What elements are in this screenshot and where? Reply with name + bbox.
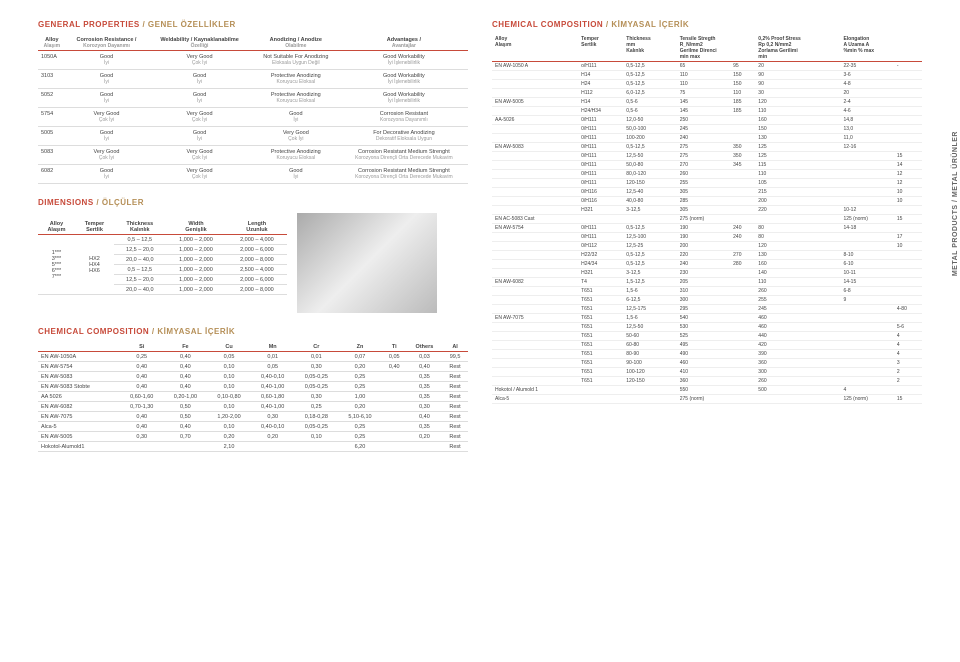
table-row: T651100-1204103002 — [492, 368, 922, 377]
col-header: AlloyAlaşım — [38, 35, 66, 51]
table-row: 0/H11212,5-2520012010 — [492, 242, 922, 251]
col-header: LengthUzunluk — [226, 219, 287, 235]
table-row: H3213-12,523014010-11 — [492, 269, 922, 278]
table-row: 5005GoodİyiGoodİyiVery GoodÇok İyiFor De… — [38, 127, 468, 146]
table-row: 0/H11612,5-4030521510 — [492, 188, 922, 197]
table-row: Alca-5275 (norm)125 (norm)15 — [492, 395, 922, 404]
table-row: Alca-50,400,400,100,40-0,100,05-0,250,25… — [38, 422, 468, 432]
col-header: AlloyAlaşım — [38, 219, 75, 235]
table-row: 0/H111100-20024013011,0 — [492, 134, 922, 143]
table-row: EN AW-5005H140,5-61451851202-4 — [492, 98, 922, 107]
table-row: EN AW-7075T6511,5-6540460 — [492, 314, 922, 323]
col-header: Fe — [164, 342, 208, 352]
col-temper: TemperSertlik — [578, 35, 623, 62]
table-row: H1126,0-12,5751103020 — [492, 89, 922, 98]
heading-dimensions: DIMENSIONS / ÖLÇÜLER — [38, 198, 468, 207]
table-row: 6082GoodİyiVery GoodÇok İyiGoodİyiCorros… — [38, 165, 468, 184]
right-column: CHEMICAL COMPOSITION / KİMYASAL İÇERİK A… — [492, 20, 922, 642]
table-row: AA-50260/H11112,0-5025016014,8 — [492, 116, 922, 125]
mechanical-properties-table: AlloyAlaşım TemperSertlik ThicknessmmKal… — [492, 35, 922, 404]
left-column: GENERAL PROPERTIES / GENEL ÖZELLİKLER Al… — [38, 20, 468, 642]
table-row: T65112,5-1752952454-80 — [492, 305, 922, 314]
table-row: T65190-1004603603 — [492, 359, 922, 368]
table-row: Hokotol / Alumold 15505004 — [492, 386, 922, 395]
product-photo — [297, 213, 437, 313]
col-header: Weldability / KaynaklanabilmeÖzelliği — [147, 35, 252, 51]
table-row: T651120-1503602602 — [492, 377, 922, 386]
col-header: ThicknessKalınlık — [114, 219, 166, 235]
table-row: AA 50260,60-1,600,20-1,000,10-0,800,60-1… — [38, 392, 468, 402]
table-row: EN AW-60820,70-1,300,500,100,40-1,000,25… — [38, 402, 468, 412]
col-header: Al — [442, 342, 468, 352]
col-header: Corrosion Resistance /Korozyon Dayanımı — [66, 35, 148, 51]
table-row: H22/320,5-12,52202701308-10 — [492, 251, 922, 260]
table-row: EN AW-50830/H1110,5-12,527535012512-16 — [492, 143, 922, 152]
table-row: EN AW-57540,400,400,100,050,300,200,400,… — [38, 362, 468, 372]
table-row: EN AW-5083 Stobte0,400,400,100,40-1,000,… — [38, 382, 468, 392]
heading-chemcomp-left: CHEMICAL COMPOSITION / KİMYASAL İÇERİK — [38, 327, 468, 336]
table-row: EN AW-1050 Ao/H1110,5-12,565952022-35- — [492, 62, 922, 71]
table-row: T65180-904903904 — [492, 350, 922, 359]
col-thickness: ThicknessmmKalınlık — [623, 35, 676, 62]
side-label: METAL PRODUCTS / METAL ÜRÜNLER — [952, 131, 959, 276]
table-row: EN AW-50830,400,400,100,40-0,100,05-0,25… — [38, 372, 468, 382]
table-row: EN AW-57540/H1110,5-12,51902408014-18 — [492, 224, 922, 233]
table-row: 0/H11112,5-5027535012515 — [492, 152, 922, 161]
table-row: EN AC-5083 Cast275 (norm)125 (norm)15 — [492, 215, 922, 224]
table-row: 1050AGoodİyiVery GoodÇok İyiNot Suitable… — [38, 51, 468, 70]
col-proof: 0,2% Proof StressRp 0,2 N/mm2Zorlama Ger… — [755, 35, 840, 62]
table-row: 0/H11150,0-8027034511514 — [492, 161, 922, 170]
table-row: 5083Very GoodÇok İyiVery GoodÇok İyiProt… — [38, 146, 468, 165]
col-alloy: AlloyAlaşım — [492, 35, 578, 62]
table-row: EN AW-70750,400,501,20-2,000,300,18-0,28… — [38, 412, 468, 422]
col-tensile: Tensile StregthR_N/mm2Gerilme Direncimin… — [677, 35, 756, 62]
table-row: Hokotol-Alumold12,106,20Rest — [38, 442, 468, 452]
dimensions-table: AlloyAlaşımTemperSertlikThicknessKalınlı… — [38, 219, 287, 295]
table-row: 0/H11640,0-8028520010 — [492, 197, 922, 206]
table-row: T6511,5-63102606-8 — [492, 287, 922, 296]
table-row: H140,5-12,5110150903-6 — [492, 71, 922, 80]
table-row: H240,5-12,5110150904-8 — [492, 80, 922, 89]
dimensions-block: AlloyAlaşımTemperSertlikThicknessKalınlı… — [38, 213, 468, 313]
chemical-composition-table: SiFeCuMnCrZnTiOthersAl EN AW-1050A0,250,… — [38, 342, 468, 452]
col-header: Mn — [251, 342, 295, 352]
col-elong: ElongationA Uzama A%min % max — [840, 35, 922, 62]
table-row: T65160-804954204 — [492, 341, 922, 350]
col-header: Anodizing / AnodizeOlabilme — [252, 35, 340, 51]
table-row: 0/H11112,5-1001902408017 — [492, 233, 922, 242]
table-row: 0/H11150,0-10024515013,0 — [492, 125, 922, 134]
table-row: 1***3***5***6***7***HX2HX4HX60,5 – 12,51… — [38, 235, 287, 245]
table-row: EN AW-1050A0,250,400,050,010,010,070,050… — [38, 352, 468, 362]
heading-chemcomp-right: CHEMICAL COMPOSITION / KİMYASAL İÇERİK — [492, 20, 922, 29]
general-properties-table: AlloyAlaşımCorrosion Resistance /Korozyo… — [38, 35, 468, 184]
table-row: EN AW-6082T41,5-12,520511014-15 — [492, 278, 922, 287]
col-header: TemperSertlik — [75, 219, 114, 235]
col-header: Advantages /Avantajlar — [340, 35, 468, 51]
table-row: T65150-605254404 — [492, 332, 922, 341]
table-row: EN AW-50050,300,700,200,200,100,250,20Re… — [38, 432, 468, 442]
col-header: Si — [120, 342, 164, 352]
col-header: Zn — [338, 342, 382, 352]
table-row: 3103GoodİyiGoodİyiProtective AnodizingKo… — [38, 70, 468, 89]
table-row: H24/340,5-12,52402801606-10 — [492, 260, 922, 269]
table-row: 0/H111120-15025510512 — [492, 179, 922, 188]
col-header: Others — [407, 342, 442, 352]
col-header — [38, 342, 120, 352]
heading-general-properties: GENERAL PROPERTIES / GENEL ÖZELLİKLER — [38, 20, 468, 29]
col-header: Cr — [295, 342, 339, 352]
table-row: 0/H11180,0-12026011012 — [492, 170, 922, 179]
table-row: T65112,5-505304605-6 — [492, 323, 922, 332]
col-header: Cu — [207, 342, 251, 352]
table-row: H24/H340,5-61451851104-6 — [492, 107, 922, 116]
table-row: H3213-12,530522010-12 — [492, 206, 922, 215]
table-row: 5052GoodİyiGoodİyiProtective AnodizingKo… — [38, 89, 468, 108]
table-row: T6516-12,53002559 — [492, 296, 922, 305]
col-header: Ti — [382, 342, 407, 352]
col-header: WidthGenişlik — [166, 219, 227, 235]
table-row: 5754Very GoodÇok İyiVery GoodÇok İyiGood… — [38, 108, 468, 127]
